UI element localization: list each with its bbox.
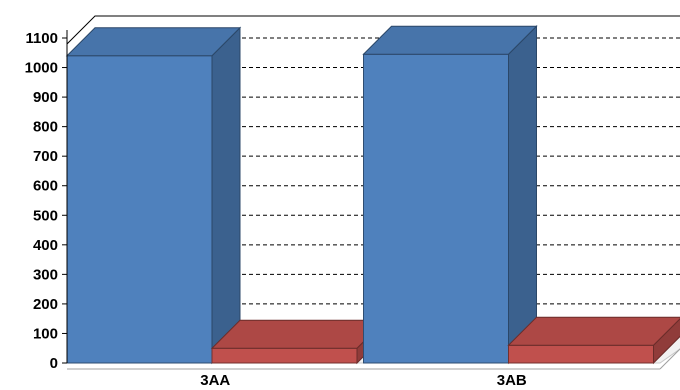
y-tick-label: 1100 (25, 30, 58, 47)
bar-3AA-1-side (211, 26, 241, 365)
x-category-label: 3AB (497, 372, 527, 389)
y-tick-label: 500 (33, 207, 58, 224)
y-tick-label: 800 (33, 119, 58, 136)
y-tick-label: 700 (33, 148, 58, 165)
bar-3AA-1-top (65, 27, 242, 57)
x-category-label: 3AA (200, 372, 230, 389)
y-tick-label: 900 (33, 89, 58, 106)
y-tick-label: 400 (33, 237, 58, 254)
bar-3AB-1-side (508, 25, 537, 365)
y-tick-label: 200 (33, 296, 58, 313)
bar-3AB-2-front (508, 344, 654, 364)
y-tick-label: 1000 (25, 60, 58, 77)
bar-3AB-2-top (507, 316, 680, 346)
bar-3AA-1-front (66, 55, 213, 364)
y-tick-label: 0 (50, 355, 58, 372)
bar-3AB-1-top (362, 25, 538, 55)
y-tick-label: 100 (33, 325, 58, 342)
bar-3AB-1-front (363, 53, 509, 364)
y-tick-label: 600 (33, 178, 58, 195)
y-tick-label: 300 (33, 266, 58, 283)
bars (65, 25, 680, 365)
x-axis: 3AA 3AB (200, 372, 527, 389)
bar-3AA-2-top (210, 319, 387, 349)
bar-3AA-2-front (211, 347, 358, 364)
y-axis: 0 100 200 300 400 500 600 700 800 900 1000 1100 (25, 30, 68, 372)
floor-side-edge (659, 348, 680, 370)
